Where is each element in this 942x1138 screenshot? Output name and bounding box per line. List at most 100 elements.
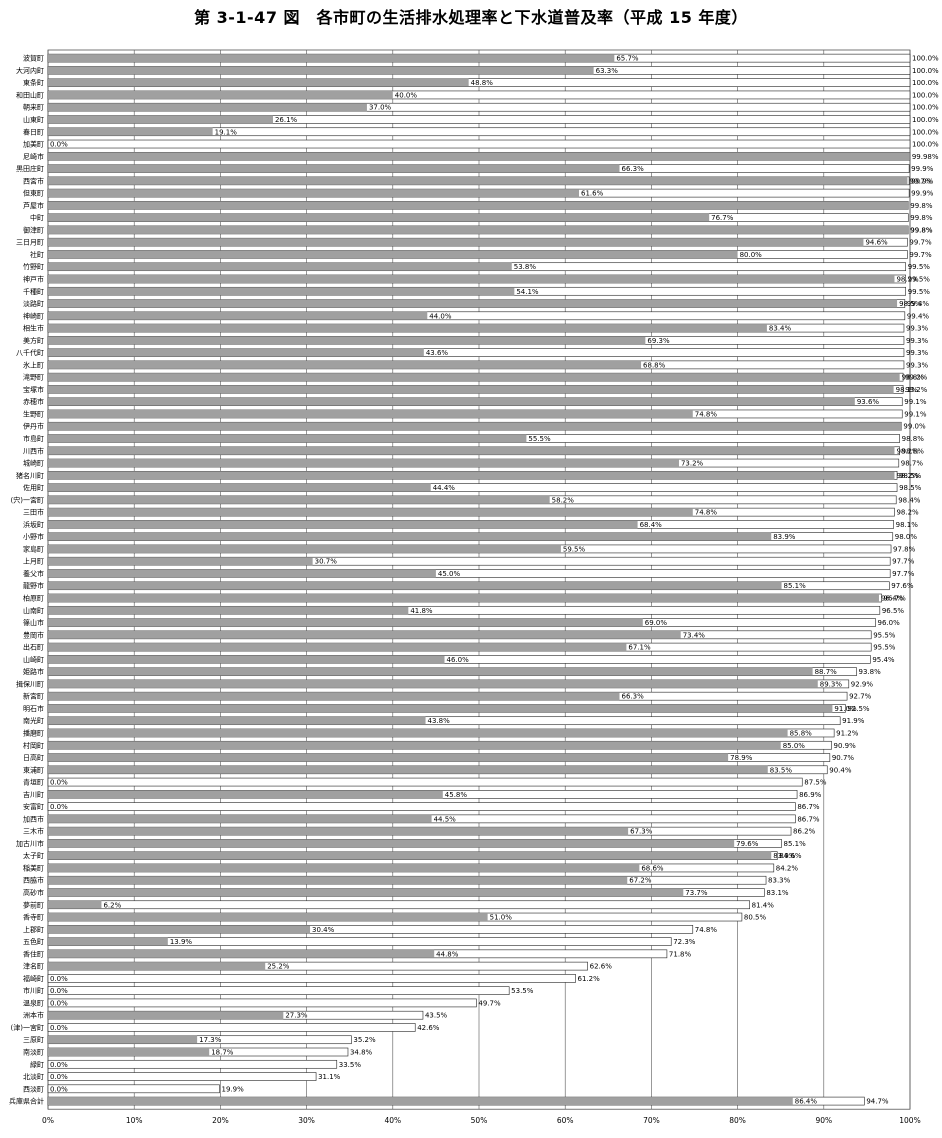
category-label: 三木市 xyxy=(23,827,44,836)
category-label: 川西市 xyxy=(23,446,44,455)
sewer-bar xyxy=(48,630,681,639)
treatment-bar xyxy=(47,974,576,983)
sewer-value-label: 73.4% xyxy=(683,631,706,639)
category-label: 中町 xyxy=(30,213,44,222)
sewer-bar xyxy=(48,741,781,750)
x-tick-label: 40% xyxy=(384,1116,401,1125)
category-label: 社町 xyxy=(30,250,44,259)
category-label: 西脇市 xyxy=(23,876,44,885)
sewer-value-label: 44.8% xyxy=(436,950,459,958)
x-tick-label: 60% xyxy=(557,1116,574,1125)
sewer-value-label: 83.5% xyxy=(770,766,793,774)
treatment-value-label: 96.5% xyxy=(882,607,905,615)
sewer-bar xyxy=(48,103,367,112)
sewer-value-label: 83.4% xyxy=(769,325,792,333)
category-label: 相生市 xyxy=(23,324,44,333)
sewer-value-label: 44.5% xyxy=(434,815,457,823)
treatment-bar xyxy=(47,998,477,1008)
x-tick-label: 30% xyxy=(298,1116,315,1125)
treatment-value-label: 43.5% xyxy=(425,1012,448,1020)
sewer-value-label: 58.2% xyxy=(552,496,575,504)
sewer-value-label: 6.2% xyxy=(103,901,121,909)
treatment-value-label: 98.5% xyxy=(899,484,922,492)
treatment-value-label: 98.5% xyxy=(899,472,922,480)
treatment-value-label: 99.7% xyxy=(909,239,932,247)
category-label: 家島町 xyxy=(23,544,44,553)
sewer-value-label: 43.6% xyxy=(426,349,449,357)
sewer-bar xyxy=(48,274,895,283)
sewer-bar xyxy=(48,189,579,198)
treatment-value-label: 31.1% xyxy=(318,1073,341,1081)
sewer-bar xyxy=(48,373,900,382)
category-label: 山東町 xyxy=(23,115,44,124)
treatment-value-label: 94.7% xyxy=(866,1098,889,1106)
sewer-bar xyxy=(48,1011,284,1020)
treatment-value-label: 49.7% xyxy=(478,999,501,1007)
treatment-value-label: 98.8% xyxy=(902,435,925,443)
sewer-value-label: 98.8% xyxy=(902,374,925,382)
sewer-value-label: 98.2% xyxy=(896,472,919,480)
treatment-value-label: 99.98% xyxy=(912,153,939,161)
sewer-bar xyxy=(48,557,313,566)
treatment-value-label: 84.6% xyxy=(779,852,802,860)
x-tick-label: 0% xyxy=(42,1116,54,1125)
category-label: 上郡町 xyxy=(23,925,44,934)
treatment-value-label: 99.7% xyxy=(909,251,932,259)
treatment-bar xyxy=(47,1072,317,1081)
sewer-bar xyxy=(48,863,640,872)
treatment-value-label: 42.6% xyxy=(417,1024,440,1032)
category-label: 村岡町 xyxy=(23,741,44,750)
sewer-value-label: 44.4% xyxy=(433,484,456,492)
sewer-value-label: 93.6% xyxy=(857,398,880,406)
sewer-bar xyxy=(48,655,445,664)
category-label: 南光町 xyxy=(23,716,44,725)
sewer-bar xyxy=(48,213,710,222)
sewer-bar xyxy=(48,459,679,468)
sewer-value-label: 98.2% xyxy=(896,447,919,455)
treatment-value-label: 100.0% xyxy=(912,116,939,124)
category-label: 出石町 xyxy=(23,643,44,652)
category-label: 日高町 xyxy=(23,753,44,762)
category-label: 春日町 xyxy=(23,127,44,136)
sewer-value-label: 44.0% xyxy=(429,312,452,320)
category-label: 上月町 xyxy=(23,557,44,566)
sewer-value-label: 69.3% xyxy=(647,337,670,345)
sewer-value-label: 0.0% xyxy=(50,1024,68,1032)
treatment-value-label: 98.8% xyxy=(902,447,925,455)
category-label: 明石市 xyxy=(23,704,44,713)
category-label: 姫路市 xyxy=(23,667,44,676)
sewer-value-label: 59.5% xyxy=(563,545,586,553)
sewer-bar xyxy=(48,569,436,578)
category-label: 加古川市 xyxy=(16,839,44,848)
category-label: 播磨町 xyxy=(23,728,44,737)
treatment-value-label: 99.8% xyxy=(910,214,933,222)
sewer-bar xyxy=(48,753,729,762)
treatment-value-label: 99.1% xyxy=(904,410,927,418)
sewer-value-label: 94.6% xyxy=(865,239,888,247)
treatment-value-label: 95.4% xyxy=(872,656,895,664)
category-label: 三日月町 xyxy=(16,239,44,247)
sewer-value-label: 98.5% xyxy=(899,300,922,308)
category-label: 八千代町 xyxy=(16,348,44,357)
sewer-value-label: 83.9% xyxy=(773,852,796,860)
x-tick-label: 20% xyxy=(212,1116,229,1125)
sewer-value-label: 66.3% xyxy=(622,165,645,173)
category-label: 黒田庄町 xyxy=(16,164,44,173)
sewer-bar xyxy=(48,618,643,627)
category-label: 赤穂市 xyxy=(23,397,44,406)
sewer-bar xyxy=(48,360,642,369)
sewer-value-label: 46.0% xyxy=(447,656,470,664)
sewer-value-label: 89.3% xyxy=(820,680,843,688)
treatment-value-label: 99.9% xyxy=(911,165,934,173)
treatment-value-label: 99.3% xyxy=(906,325,929,333)
sewer-bar xyxy=(48,728,788,737)
treatment-value-label: 96.7% xyxy=(884,595,907,603)
category-label: 滝野町 xyxy=(23,373,44,382)
treatment-value-label: 92.9% xyxy=(851,680,874,688)
treatment-value-label: 99.4% xyxy=(907,300,930,308)
category-label: 佐用町 xyxy=(23,483,44,492)
sewer-value-label: 67.2% xyxy=(629,877,652,885)
sewer-value-label: 43.8% xyxy=(428,717,451,725)
sewer-bar xyxy=(48,716,426,725)
treatment-value-label: 35.2% xyxy=(353,1036,376,1044)
